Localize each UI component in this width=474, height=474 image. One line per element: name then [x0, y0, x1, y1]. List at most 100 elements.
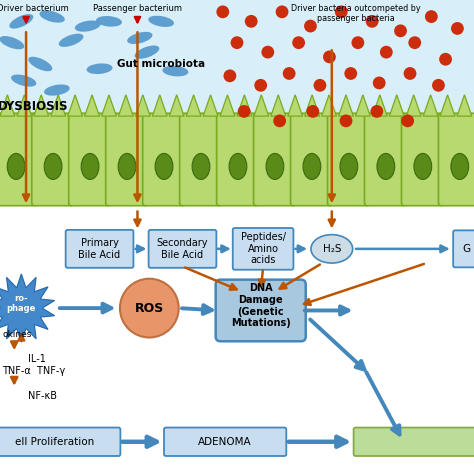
Polygon shape — [68, 95, 82, 116]
FancyBboxPatch shape — [291, 113, 332, 206]
Circle shape — [394, 24, 407, 37]
FancyBboxPatch shape — [164, 428, 286, 456]
Polygon shape — [186, 95, 201, 116]
Polygon shape — [101, 95, 116, 116]
Text: DNA
Damage
(Genetic
Mutations): DNA Damage (Genetic Mutations) — [231, 283, 291, 328]
Polygon shape — [305, 95, 319, 116]
Ellipse shape — [87, 64, 112, 74]
Polygon shape — [423, 95, 438, 116]
Circle shape — [304, 20, 317, 33]
Polygon shape — [288, 95, 302, 116]
Ellipse shape — [118, 154, 136, 180]
Ellipse shape — [377, 154, 395, 180]
Circle shape — [366, 15, 378, 27]
Circle shape — [344, 67, 357, 80]
Circle shape — [262, 46, 274, 59]
Ellipse shape — [96, 16, 122, 27]
Ellipse shape — [28, 57, 52, 71]
Text: DYSBIOSIS: DYSBIOSIS — [0, 100, 68, 113]
Ellipse shape — [155, 154, 173, 180]
Text: Gut microbiota: Gut microbiota — [117, 59, 205, 69]
Polygon shape — [0, 274, 55, 342]
Circle shape — [120, 279, 179, 337]
Polygon shape — [271, 95, 286, 116]
Text: ROS: ROS — [135, 301, 164, 315]
Polygon shape — [169, 95, 184, 116]
Polygon shape — [203, 95, 218, 116]
Text: H₂S: H₂S — [322, 244, 341, 254]
FancyBboxPatch shape — [233, 228, 293, 270]
Circle shape — [306, 105, 319, 118]
FancyBboxPatch shape — [438, 113, 474, 206]
Circle shape — [432, 79, 445, 92]
Text: Secondary
Bile Acid: Secondary Bile Acid — [157, 238, 208, 260]
Circle shape — [276, 5, 288, 18]
Polygon shape — [356, 95, 370, 116]
Text: Passenger bacterium: Passenger bacterium — [93, 4, 182, 13]
Text: Peptides/
Amino
acids: Peptides/ Amino acids — [241, 232, 285, 265]
FancyBboxPatch shape — [216, 280, 306, 341]
Ellipse shape — [266, 154, 284, 180]
FancyBboxPatch shape — [0, 0, 474, 204]
Polygon shape — [118, 95, 133, 116]
Circle shape — [323, 50, 336, 64]
Circle shape — [404, 67, 417, 80]
Ellipse shape — [414, 154, 432, 180]
Ellipse shape — [451, 154, 469, 180]
Circle shape — [238, 105, 251, 118]
Polygon shape — [17, 95, 32, 116]
Ellipse shape — [229, 154, 247, 180]
Ellipse shape — [44, 154, 62, 180]
FancyBboxPatch shape — [149, 230, 216, 268]
Ellipse shape — [148, 16, 174, 27]
Circle shape — [335, 5, 348, 18]
Text: ro-
phage: ro- phage — [7, 294, 36, 313]
Ellipse shape — [340, 154, 358, 180]
Circle shape — [371, 105, 383, 118]
Circle shape — [231, 36, 244, 49]
Circle shape — [283, 67, 296, 80]
Circle shape — [425, 10, 438, 23]
Circle shape — [373, 76, 386, 89]
Polygon shape — [254, 95, 269, 116]
Text: ADENOMA: ADENOMA — [198, 437, 252, 447]
Polygon shape — [0, 95, 15, 116]
Circle shape — [451, 22, 464, 35]
Circle shape — [224, 69, 236, 82]
Polygon shape — [322, 95, 337, 116]
FancyBboxPatch shape — [453, 230, 474, 267]
Circle shape — [401, 114, 414, 128]
Polygon shape — [237, 95, 252, 116]
FancyBboxPatch shape — [180, 113, 221, 206]
Circle shape — [439, 53, 452, 65]
FancyBboxPatch shape — [106, 113, 147, 206]
Circle shape — [292, 36, 305, 49]
Text: Driver bacteria outcompeted by
passenger bacteria: Driver bacteria outcompeted by passenger… — [291, 4, 420, 23]
Circle shape — [351, 36, 365, 49]
FancyBboxPatch shape — [69, 113, 110, 206]
Ellipse shape — [127, 32, 153, 44]
FancyBboxPatch shape — [365, 113, 406, 206]
Ellipse shape — [135, 46, 159, 59]
Circle shape — [216, 5, 229, 18]
Ellipse shape — [59, 34, 83, 47]
FancyBboxPatch shape — [143, 113, 184, 206]
Polygon shape — [457, 95, 472, 116]
Circle shape — [255, 79, 267, 92]
Polygon shape — [152, 95, 167, 116]
Ellipse shape — [303, 154, 321, 180]
FancyBboxPatch shape — [254, 113, 295, 206]
Ellipse shape — [11, 74, 36, 87]
Polygon shape — [389, 95, 404, 116]
Ellipse shape — [81, 154, 99, 180]
FancyBboxPatch shape — [401, 113, 443, 206]
Text: Driver bacterium: Driver bacterium — [0, 4, 69, 13]
FancyBboxPatch shape — [0, 428, 120, 456]
FancyBboxPatch shape — [0, 113, 36, 206]
FancyBboxPatch shape — [328, 113, 369, 206]
Polygon shape — [440, 95, 455, 116]
Polygon shape — [85, 95, 100, 116]
Ellipse shape — [0, 36, 24, 49]
Ellipse shape — [192, 154, 210, 180]
Ellipse shape — [7, 154, 25, 180]
